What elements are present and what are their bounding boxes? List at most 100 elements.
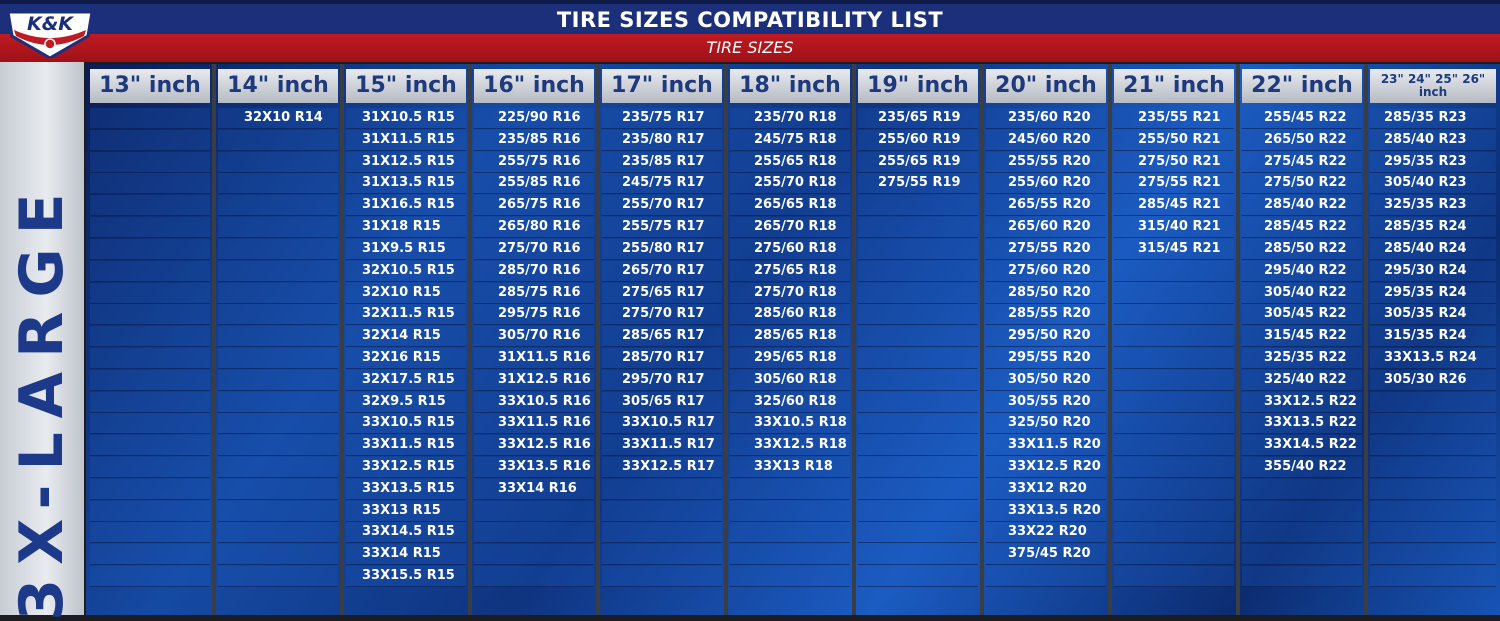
tire-size-cell: 32X10 R15 (346, 282, 466, 304)
tire-size-cell: 235/65 R19 (858, 108, 978, 129)
column-header: 20" inch (986, 69, 1106, 103)
tire-size-cell (858, 435, 978, 457)
tire-size-cell: 33X11.5 R17 (602, 435, 722, 457)
tire-size-cell (1114, 260, 1234, 282)
column-rows: 235/70 R18 245/75 R18 255/65 R18 255/70 R18… (730, 108, 850, 588)
tire-size-cell: 33X10.5 R16 (474, 391, 594, 413)
tire-size-cell (218, 238, 338, 260)
tire-size-cell: 285/35 R24 (1370, 217, 1496, 239)
tire-size-cell (1242, 500, 1362, 522)
tire-size-cell (218, 435, 338, 457)
tire-size-cell: 305/45 R22 (1242, 304, 1362, 326)
tire-size-cell: 295/55 R20 (986, 347, 1106, 369)
tire-size-cell (474, 522, 594, 544)
tire-size-cell (90, 129, 210, 151)
tire-size-cell: 33X12.5 R17 (602, 457, 722, 478)
column-4: 16" inch 225/90 R16 235/85 R16 255/75 R16 25… (470, 64, 598, 615)
tire-size-cell: 235/70 R18 (730, 108, 850, 129)
tire-size-cell: 285/65 R17 (602, 326, 722, 348)
tire-size-cell (1370, 435, 1496, 457)
tire-size-cell (218, 457, 338, 478)
column-rows: 32X10 R14 (218, 108, 338, 588)
tire-size-cell (730, 522, 850, 544)
tire-size-cell: 285/70 R16 (474, 260, 594, 282)
tire-size-cell: 33X15.5 R15 (346, 566, 466, 588)
tire-size-cell: 265/55 R20 (986, 195, 1106, 217)
tire-size-cell (90, 566, 210, 588)
tire-size-cell (90, 347, 210, 369)
tire-size-cell: 285/60 R18 (730, 304, 850, 326)
tire-size-cell (730, 500, 850, 522)
tire-size-cell: 325/60 R18 (730, 391, 850, 413)
tire-size-cell: 32X10.5 R15 (346, 260, 466, 282)
tire-size-cell (1370, 500, 1496, 522)
tire-size-cell: 255/85 R16 (474, 173, 594, 195)
tire-size-cell (858, 195, 978, 217)
tire-size-cell: 33X10.5 R17 (602, 413, 722, 435)
tire-size-cell: 265/60 R20 (986, 217, 1106, 239)
tire-size-cell: 235/60 R20 (986, 108, 1106, 129)
brand-logo-shield: K&K (6, 10, 94, 60)
tire-size-cell (1114, 413, 1234, 435)
tire-size-cell: 33X13.5 R15 (346, 478, 466, 500)
tire-size-cell: 265/70 R17 (602, 260, 722, 282)
tire-size-cell: 31X9.5 R15 (346, 238, 466, 260)
tire-size-cell: 33X13.5 R22 (1242, 413, 1362, 435)
tire-size-cell (90, 260, 210, 282)
column-8: 20" inch 235/60 R20 245/60 R20 255/55 R20 25… (982, 64, 1110, 615)
column-rows: 225/90 R16 235/85 R16 255/75 R16 255/85 R16… (474, 108, 594, 588)
column-divider (596, 64, 600, 615)
tire-size-cell (90, 173, 210, 195)
tire-size-cell (986, 566, 1106, 588)
tire-size-cell: 275/70 R18 (730, 282, 850, 304)
tire-size-cell (602, 544, 722, 566)
tire-size-cell: 33X22 R20 (986, 522, 1106, 544)
tire-size-cell: 275/70 R16 (474, 238, 594, 260)
tire-size-cell: 33X13.5 R16 (474, 457, 594, 478)
column-7: 19" inch 235/65 R19 255/60 R19 255/65 R19 27… (854, 64, 982, 615)
tire-size-cell: 33X14.5 R22 (1242, 435, 1362, 457)
tire-size-cell: 285/45 R22 (1242, 217, 1362, 239)
tire-size-cell: 32X10 R14 (218, 108, 338, 129)
tire-size-cell: 275/55 R21 (1114, 173, 1234, 195)
tire-size-cell: 315/45 R22 (1242, 326, 1362, 348)
column-rows: 31X10.5 R15 31X11.5 R15 31X12.5 R15 31X13.5… (346, 108, 466, 588)
tire-size-cell (602, 566, 722, 588)
tire-size-cell: 275/70 R17 (602, 304, 722, 326)
tire-size-cell: 285/40 R22 (1242, 195, 1362, 217)
tire-size-cell: 33X13.5 R20 (986, 500, 1106, 522)
column-header: 22" inch (1242, 69, 1362, 103)
tire-size-cell: 255/45 R22 (1242, 108, 1362, 129)
tire-size-cell: 33X11.5 R16 (474, 413, 594, 435)
column-divider (1236, 64, 1240, 615)
tire-size-cell (90, 500, 210, 522)
tire-size-cell (858, 522, 978, 544)
tire-size-cell (1114, 326, 1234, 348)
tire-size-cell (1114, 566, 1234, 588)
column-3: 15" inch 31X10.5 R15 31X11.5 R15 31X12.5 R1… (342, 64, 470, 615)
tire-size-cell (858, 217, 978, 239)
tire-size-cell: 33X14.5 R15 (346, 522, 466, 544)
column-divider (852, 64, 856, 615)
column-10: 22" inch 255/45 R22 265/50 R22 275/45 R22 27… (1238, 64, 1366, 615)
tire-size-cell (858, 413, 978, 435)
tire-size-cell (1242, 522, 1362, 544)
tire-size-cell: 33X12.5 R16 (474, 435, 594, 457)
tire-size-cell: 275/60 R20 (986, 260, 1106, 282)
tire-size-cell (218, 304, 338, 326)
tire-size-cell (218, 347, 338, 369)
tire-size-cell (90, 326, 210, 348)
column-rows: 235/75 R17 235/80 R17 235/85 R17 245/75 R17… (602, 108, 722, 588)
tire-size-cell (218, 391, 338, 413)
tire-size-cell: 33X12.5 R22 (1242, 391, 1362, 413)
tire-size-cell: 32X16 R15 (346, 347, 466, 369)
tire-size-cell: 305/50 R20 (986, 369, 1106, 391)
tire-size-cell: 275/55 R19 (858, 173, 978, 195)
tire-size-cell: 33X12.5 R20 (986, 457, 1106, 478)
column-rows: 235/65 R19 255/60 R19 255/65 R19 275/55 R19 (858, 108, 978, 588)
tire-size-cell: 285/55 R20 (986, 304, 1106, 326)
column-header: 14" inch (218, 69, 338, 103)
tire-size-cell: 255/50 R21 (1114, 129, 1234, 151)
tire-size-cell (90, 522, 210, 544)
tire-size-cell: 255/75 R17 (602, 217, 722, 239)
